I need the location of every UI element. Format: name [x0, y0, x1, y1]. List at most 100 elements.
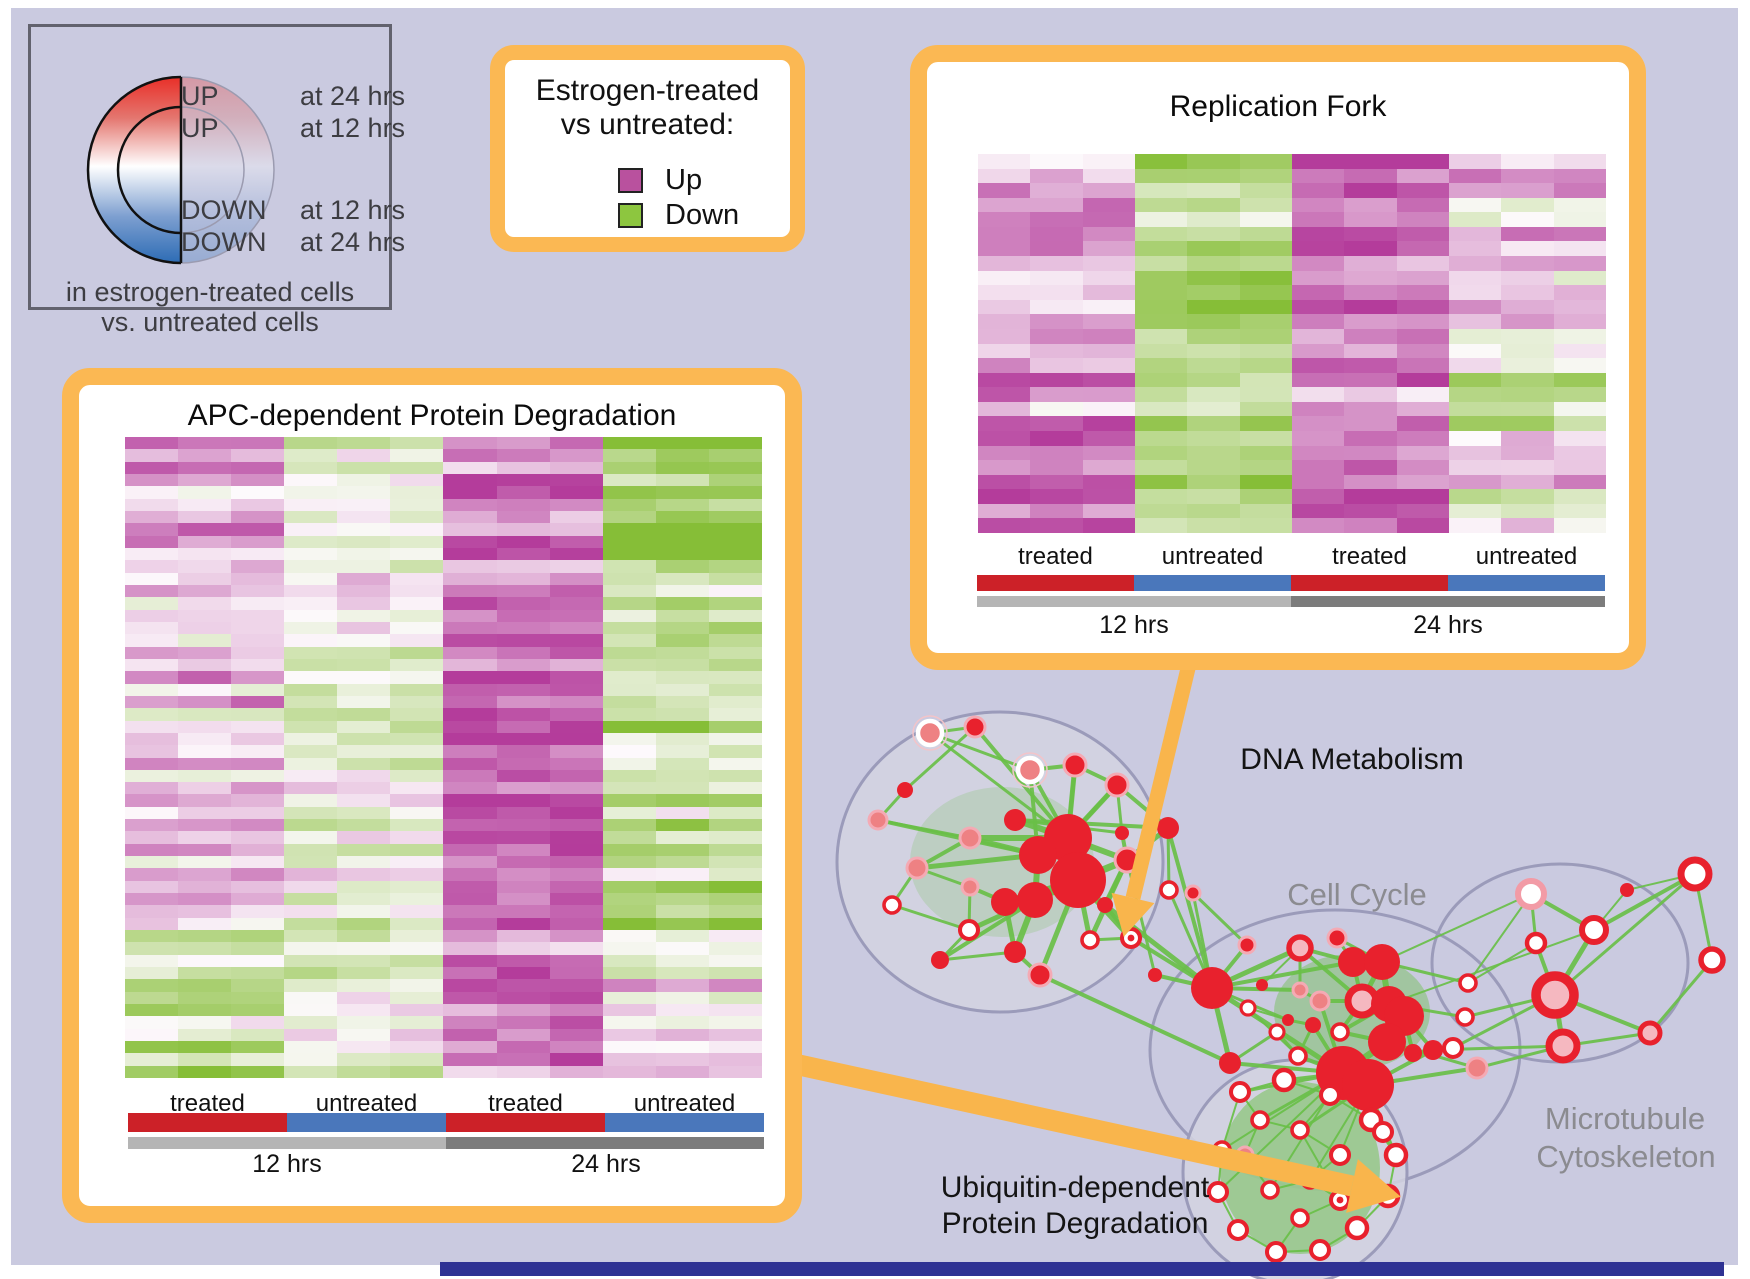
heatmap-cell — [708, 658, 762, 672]
updown-circles — [86, 75, 275, 265]
heatmap-cell — [443, 683, 497, 696]
heatmap-cell — [1082, 270, 1135, 286]
network-node — [1371, 1120, 1395, 1144]
heatmap-cell — [602, 880, 656, 894]
heatmap-cell — [1134, 387, 1188, 402]
heatmap-cell — [1082, 168, 1135, 184]
heatmap-cell — [1501, 183, 1554, 198]
heatmap-cell — [655, 794, 709, 807]
heatmap-cell — [284, 486, 338, 499]
time-label: 12 hrs — [1099, 611, 1169, 639]
heatmap-cell — [1553, 387, 1606, 402]
heatmap-cell — [284, 523, 338, 536]
heatmap-cell — [1134, 372, 1188, 388]
heatmap-cell — [337, 1004, 391, 1017]
heatmap-cell — [125, 695, 179, 709]
heatmap-cell — [496, 695, 550, 709]
heatmap-cell — [443, 868, 497, 881]
heatmap-cell — [496, 917, 550, 931]
heatmap-cell — [655, 708, 709, 721]
heatmap-cell — [231, 1065, 285, 1078]
heatmap-cell — [390, 868, 444, 881]
heatmap-cell — [231, 806, 285, 820]
heatmap-cell — [1187, 358, 1240, 373]
heatmap-cell — [390, 1004, 444, 1017]
heatmap-cell — [390, 917, 444, 931]
heatmap-cell — [337, 584, 391, 598]
heatmap-cell — [496, 806, 550, 820]
heatmap-cell — [496, 572, 550, 585]
time-bar-12 hrs — [977, 596, 1291, 607]
replication-fork-title: Replication Fork — [1169, 90, 1387, 123]
heatmap-cell — [125, 535, 179, 548]
heatmap-cell — [231, 510, 285, 524]
heatmap-cell — [337, 868, 391, 881]
heatmap-cell — [549, 856, 603, 869]
heatmap-cell — [602, 819, 656, 832]
heatmap-cell — [125, 856, 179, 869]
heatmap-cell — [549, 905, 603, 918]
heatmap-cell — [1187, 474, 1240, 490]
heatmap-cell — [284, 584, 338, 598]
heatmap-cell — [1501, 241, 1554, 257]
heatmap-cell — [178, 979, 232, 992]
network-node — [1531, 971, 1579, 1019]
heatmap-cell — [231, 880, 285, 894]
heatmap-cell — [496, 757, 550, 770]
heatmap-cell — [337, 806, 391, 820]
heatmap-cell — [708, 646, 762, 659]
heatmap-cell — [1344, 299, 1397, 315]
heatmap-cell — [231, 708, 285, 721]
network-node — [1305, 1017, 1321, 1033]
heatmap-cell — [178, 905, 232, 918]
heatmap-cell — [178, 880, 232, 894]
heatmap-cell — [337, 597, 391, 610]
heatmap-cell — [231, 991, 285, 1005]
heatmap-cell — [125, 954, 179, 968]
heatmap-cell — [1448, 343, 1502, 359]
heatmap-cell — [125, 683, 179, 696]
heatmap-cell — [125, 634, 179, 647]
heatmap-cell — [390, 523, 444, 536]
heatmap-cell — [125, 461, 179, 474]
heatmap-cell — [978, 270, 1031, 286]
heatmap-cell — [125, 720, 179, 733]
heatmap-cell — [602, 843, 656, 857]
heatmap-cell — [708, 634, 762, 647]
network-node — [1441, 1036, 1465, 1060]
heatmap-cell — [1344, 358, 1397, 373]
heatmap-cell — [549, 437, 603, 450]
heatmap-cell — [390, 473, 444, 487]
heatmap-cell — [1291, 197, 1345, 213]
heatmap-cell — [655, 523, 709, 536]
heatmap-cell — [125, 708, 179, 721]
down-swatch — [618, 203, 643, 228]
heatmap-cell — [978, 328, 1031, 344]
heatmap-cell — [1082, 358, 1135, 373]
time-label: 24 hrs — [571, 1150, 641, 1178]
heatmap-cell — [390, 880, 444, 894]
heatmap-cell — [1239, 256, 1292, 271]
heatmap-cell — [1082, 503, 1135, 519]
network-edge — [973, 725, 1070, 840]
heatmap-cell — [284, 954, 338, 968]
heatmap-cell — [1082, 285, 1135, 300]
heatmap-cell — [390, 535, 444, 548]
heatmap-cell — [125, 843, 179, 857]
heatmap-cell — [1396, 358, 1449, 373]
replication-fork-panel: Replication Fork treated untreated treated… — [910, 45, 1646, 670]
heatmap-cell — [1239, 460, 1292, 475]
heatmap-cell — [337, 683, 391, 696]
heatmap-cell — [443, 634, 497, 647]
heatmap-cell — [655, 819, 709, 832]
network-node — [957, 918, 981, 942]
heatmap-cell — [125, 473, 179, 487]
heatmap-cell — [549, 621, 603, 635]
heatmap-cell — [231, 621, 285, 635]
heatmap-cell — [1291, 314, 1345, 329]
heatmap-cell — [125, 991, 179, 1005]
heatmap-cell — [1501, 285, 1554, 300]
heatmap-cell — [1187, 270, 1240, 286]
heatmap-cell — [1134, 328, 1188, 344]
